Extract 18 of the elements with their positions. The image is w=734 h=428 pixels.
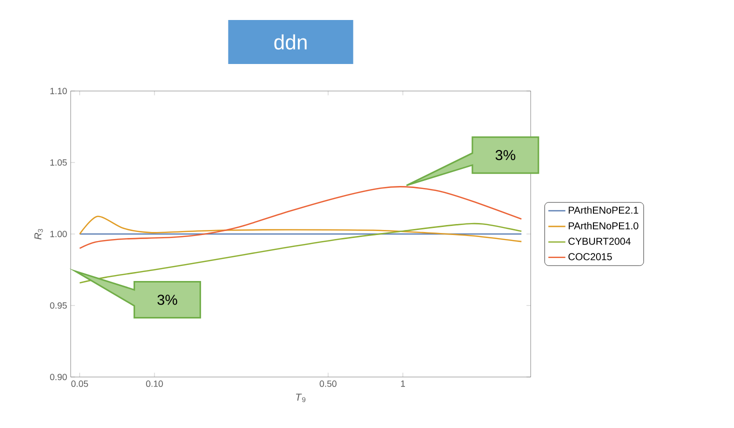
legend-label: COC2015	[568, 253, 612, 260]
legend-label: PArthENoPE1.0	[568, 222, 638, 230]
y-tick-label: 0.90	[50, 374, 67, 380]
y-tick-label: 1.10	[50, 88, 67, 94]
annotation: 3%	[157, 294, 178, 305]
x-tick-label: 0.05	[71, 380, 88, 387]
x-tick-label: 0.10	[146, 380, 163, 387]
y-tick-label: 0.95	[50, 302, 67, 309]
x-tick-label: 0.50	[320, 380, 336, 387]
x-tick-label: 1	[401, 380, 405, 387]
y-tick-label: 1.05	[50, 159, 67, 166]
y-tick-label: 1.00	[50, 230, 67, 238]
legend-label: PArthENoPE2.1	[568, 206, 638, 214]
x-axis-title: T$_{9}$	[296, 394, 306, 402]
y-axis-title: R$_{3}$	[34, 229, 43, 240]
chart-title: ddn	[274, 34, 307, 50]
annotation: 3%	[496, 150, 516, 160]
legend-label: CYBURT2004	[568, 238, 631, 245]
